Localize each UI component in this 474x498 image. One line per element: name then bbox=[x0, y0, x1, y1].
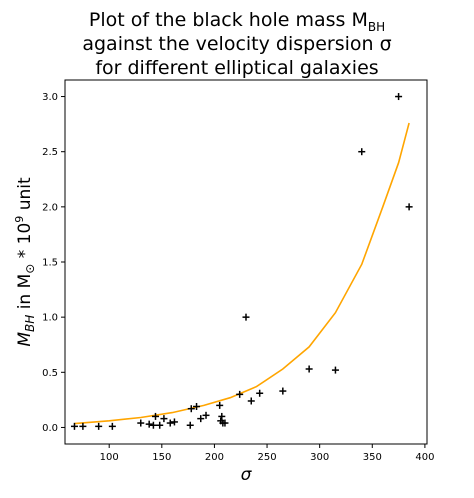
data-point bbox=[95, 422, 103, 430]
y-tick-label: 1.0 bbox=[42, 313, 58, 324]
data-point bbox=[221, 419, 229, 427]
fit-curve bbox=[74, 122, 410, 425]
data-point bbox=[108, 422, 116, 430]
y-tick-label: 0.0 bbox=[42, 423, 58, 434]
data-point bbox=[197, 415, 205, 423]
x-tick-label: 100 bbox=[100, 452, 119, 463]
y-tick-label: 3.0 bbox=[42, 92, 58, 103]
data-point bbox=[358, 148, 366, 156]
data-point bbox=[149, 421, 157, 429]
y-tick-label: 0.5 bbox=[42, 368, 58, 379]
data-point bbox=[236, 390, 244, 398]
data-point bbox=[156, 421, 164, 429]
x-tick-label: 350 bbox=[363, 452, 382, 463]
data-point bbox=[186, 421, 194, 429]
x-axis-label: σ bbox=[241, 465, 253, 485]
data-point bbox=[395, 93, 403, 101]
chart-title-line-1: Plot of the black hole mass MBH bbox=[88, 9, 386, 34]
plot-frame bbox=[64, 79, 428, 445]
x-tick-label: 250 bbox=[257, 452, 276, 463]
data-point bbox=[279, 387, 287, 395]
data-point bbox=[218, 412, 226, 420]
data-point bbox=[202, 411, 210, 419]
data-point bbox=[160, 415, 168, 423]
data-point bbox=[256, 389, 264, 397]
data-point bbox=[170, 418, 178, 426]
chart-title-line-3: for different elliptical galaxies bbox=[95, 57, 379, 79]
data-point bbox=[166, 419, 174, 427]
data-point bbox=[79, 422, 87, 430]
data-point bbox=[193, 402, 201, 410]
data-point bbox=[216, 401, 224, 409]
y-tick-label: 2.0 bbox=[42, 202, 58, 213]
y-tick-label: 2.5 bbox=[42, 147, 58, 158]
data-point bbox=[70, 422, 78, 430]
data-point bbox=[405, 203, 413, 211]
x-tick-label: 200 bbox=[205, 452, 224, 463]
data-point bbox=[145, 420, 153, 428]
y-tick-label: 1.5 bbox=[42, 258, 58, 269]
chart-title-line-2: against the velocity dispersion σ bbox=[82, 33, 392, 55]
data-point bbox=[152, 412, 159, 420]
data-point bbox=[137, 419, 145, 427]
y-axis-label: MBH in M⊙ * 109 unit bbox=[13, 177, 37, 347]
x-tick-label: 150 bbox=[152, 452, 171, 463]
title-subscript: BH bbox=[367, 19, 386, 34]
data-point bbox=[305, 365, 313, 373]
x-tick-label: 400 bbox=[415, 452, 434, 463]
data-point bbox=[331, 366, 339, 374]
x-tick-label: 300 bbox=[310, 452, 329, 463]
data-point bbox=[247, 397, 255, 405]
data-point bbox=[242, 313, 250, 321]
data-point bbox=[187, 405, 195, 413]
